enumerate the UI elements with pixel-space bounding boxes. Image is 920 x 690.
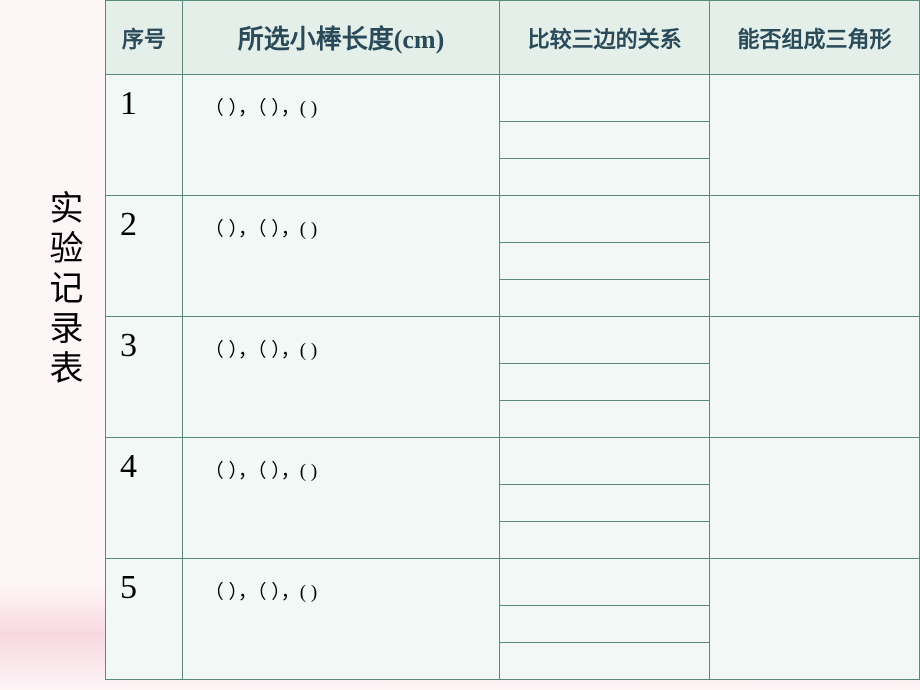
relation-subrow [500, 438, 709, 485]
relation-subrow [500, 522, 709, 558]
relation-subrow [500, 364, 709, 401]
row-relation [500, 559, 710, 680]
relation-subrow [500, 643, 709, 679]
table-row: 2（ ），（ ），( ) [106, 196, 920, 317]
relation-subrow [500, 75, 709, 122]
row-result [710, 559, 920, 680]
row-relation [500, 438, 710, 559]
row-result [710, 317, 920, 438]
row-length: （ ），（ ），( ) [182, 438, 499, 559]
header-result: 能否组成三角形 [710, 1, 920, 75]
page-title: 实验记录表 [38, 190, 87, 390]
row-relation [500, 75, 710, 196]
relation-subrow [500, 559, 709, 606]
header-length: 所选小棒长度(cm) [182, 1, 499, 75]
row-relation [500, 196, 710, 317]
relation-subrow [500, 196, 709, 243]
row-relation [500, 317, 710, 438]
row-length: （ ），（ ），( ) [182, 559, 499, 680]
header-relation: 比较三边的关系 [500, 1, 710, 75]
row-result [710, 75, 920, 196]
relation-subrow [500, 485, 709, 522]
table-row: 4（ ），（ ），( ) [106, 438, 920, 559]
experiment-table: 序号 所选小棒长度(cm) 比较三边的关系 能否组成三角形 1（ ），（ ），(… [105, 0, 920, 680]
table-header-row: 序号 所选小棒长度(cm) 比较三边的关系 能否组成三角形 [106, 1, 920, 75]
relation-subrow [500, 317, 709, 364]
relation-subrow [500, 401, 709, 437]
relation-subrow [500, 606, 709, 643]
row-number: 5 [106, 559, 183, 680]
table-row: 1（ ），（ ），( ) [106, 75, 920, 196]
relation-subrow [500, 280, 709, 316]
table-row: 3（ ），（ ），( ) [106, 317, 920, 438]
row-result [710, 438, 920, 559]
relation-subrow [500, 159, 709, 195]
row-length: （ ），（ ），( ) [182, 317, 499, 438]
table-row: 5（ ），（ ），( ) [106, 559, 920, 680]
row-length: （ ），（ ），( ) [182, 75, 499, 196]
row-number: 3 [106, 317, 183, 438]
header-num: 序号 [106, 1, 183, 75]
row-number: 2 [106, 196, 183, 317]
row-length: （ ），（ ），( ) [182, 196, 499, 317]
relation-subrow [500, 122, 709, 159]
row-number: 1 [106, 75, 183, 196]
experiment-table-container: 序号 所选小棒长度(cm) 比较三边的关系 能否组成三角形 1（ ），（ ），(… [105, 0, 920, 680]
row-result [710, 196, 920, 317]
row-number: 4 [106, 438, 183, 559]
relation-subrow [500, 243, 709, 280]
